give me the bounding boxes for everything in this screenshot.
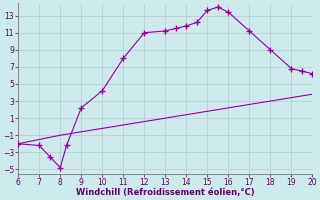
X-axis label: Windchill (Refroidissement éolien,°C): Windchill (Refroidissement éolien,°C) xyxy=(76,188,255,197)
